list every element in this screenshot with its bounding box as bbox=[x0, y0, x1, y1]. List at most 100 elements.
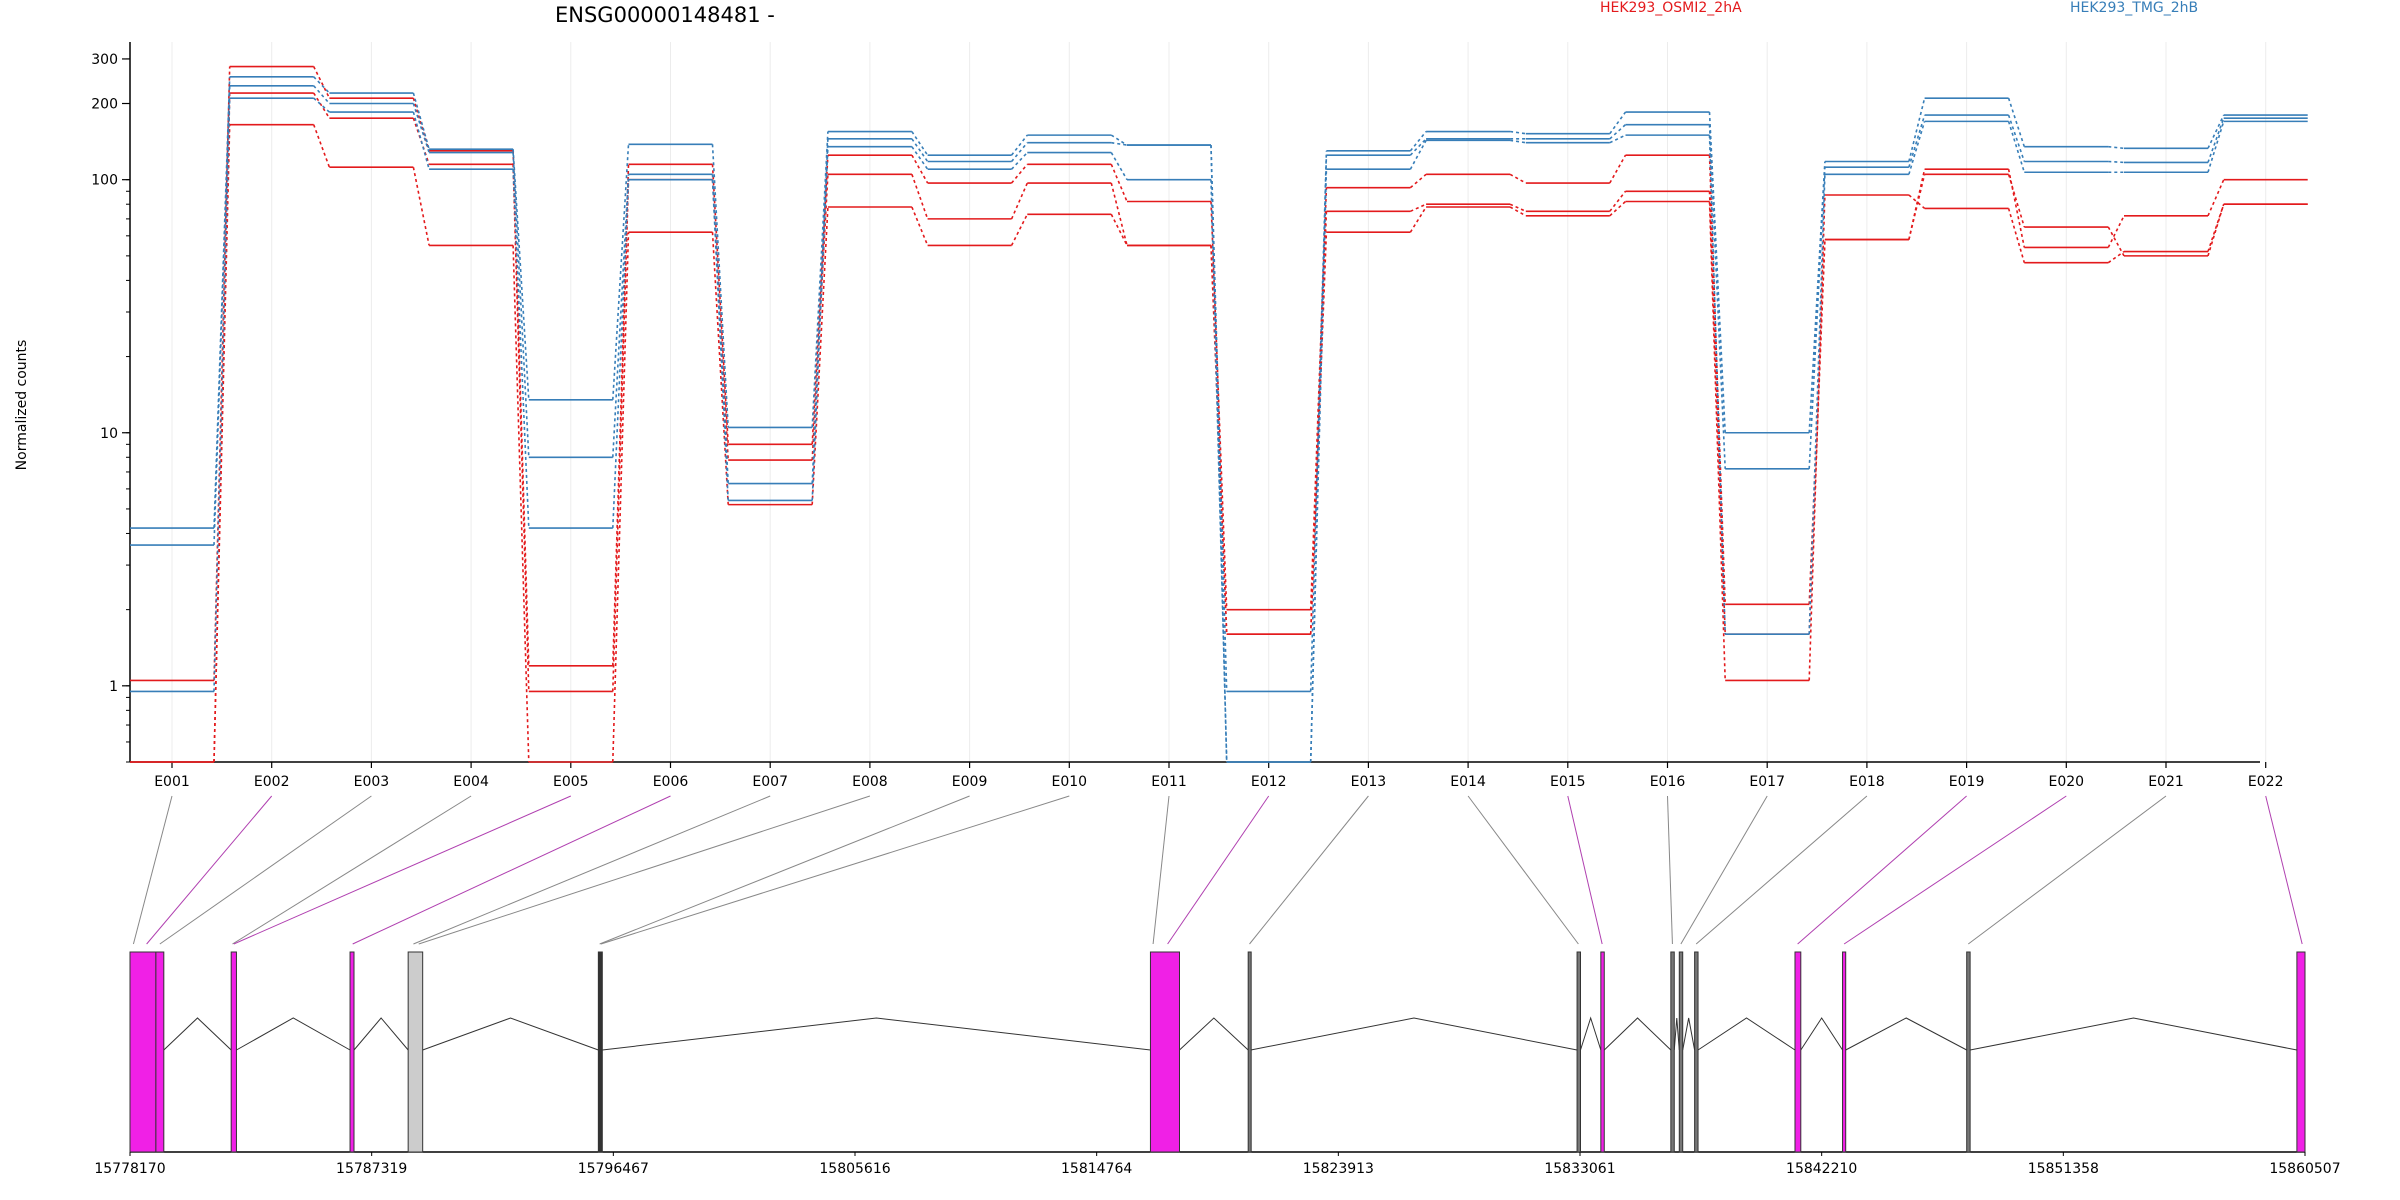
x-tick-label-e012: E012 bbox=[1251, 774, 1287, 790]
exon-link-line bbox=[1667, 795, 1673, 945]
series-connector bbox=[2108, 145, 2125, 150]
y-tick-label: 10 bbox=[100, 426, 118, 442]
series-connector bbox=[2207, 203, 2225, 257]
x-tick-label-e004: E004 bbox=[453, 774, 489, 790]
series-connector bbox=[1609, 200, 1627, 217]
series-connector bbox=[1010, 142, 1028, 163]
series-connector bbox=[1409, 138, 1427, 156]
series-connector bbox=[1409, 173, 1427, 189]
series-connector bbox=[711, 174, 729, 484]
gene-model: 15778170 15787319 15796467 15805616 15814764… bbox=[94, 951, 2341, 1177]
series-connector bbox=[2207, 117, 2225, 163]
genome-coordinate-label: 15851358 bbox=[2028, 1161, 2099, 1177]
intron-line bbox=[1603, 1017, 1672, 1051]
series-connector bbox=[2107, 250, 2125, 264]
series-connector bbox=[1110, 182, 1128, 246]
x-tick-label-e022: E022 bbox=[2248, 774, 2284, 790]
series-connector bbox=[1010, 182, 1029, 220]
exon-box bbox=[1149, 951, 1181, 1153]
series-connector bbox=[811, 155, 829, 445]
exon-link-line bbox=[1167, 795, 1270, 945]
series-connector bbox=[412, 167, 430, 246]
series-connector bbox=[612, 179, 630, 692]
intron-line bbox=[353, 1017, 409, 1051]
intron-line bbox=[422, 1017, 599, 1051]
genome-coordinate-label: 15833061 bbox=[1544, 1161, 1615, 1177]
intron-line bbox=[163, 1017, 232, 1051]
intron-line bbox=[1250, 1017, 1578, 1051]
series-connector bbox=[2007, 121, 2026, 173]
y-tick-label: 300 bbox=[91, 52, 118, 68]
x-tick-label-e020: E020 bbox=[2049, 774, 2085, 790]
exon-link-line bbox=[1249, 795, 1369, 945]
series-connector bbox=[1110, 164, 1128, 202]
series-connector bbox=[1708, 155, 1726, 605]
exon-box bbox=[1794, 951, 1802, 1153]
series-connector bbox=[1110, 213, 1128, 246]
series-connector bbox=[1309, 232, 1328, 635]
series-connector bbox=[1309, 187, 1328, 610]
x-tick-label-e013: E013 bbox=[1351, 774, 1387, 790]
series-connector bbox=[512, 150, 530, 666]
exon-link-line bbox=[418, 795, 871, 945]
genome-coordinate-label: 15842210 bbox=[1786, 1161, 1857, 1177]
series-connector bbox=[2207, 121, 2225, 173]
series-connector bbox=[1509, 139, 1526, 144]
x-tick-label-e014: E014 bbox=[1450, 774, 1486, 790]
y-tick-label: 100 bbox=[91, 173, 118, 189]
exon-link-line bbox=[146, 795, 273, 945]
x-tick-label-e017: E017 bbox=[1749, 774, 1785, 790]
series-connector bbox=[1509, 203, 1527, 213]
series-connector bbox=[911, 174, 929, 220]
series-connector bbox=[1609, 111, 1627, 135]
series-connector bbox=[2207, 203, 2225, 252]
exon-link-line bbox=[1843, 795, 2067, 945]
series-connector bbox=[711, 144, 729, 428]
x-tick-label-e002: E002 bbox=[254, 774, 290, 790]
series-connector bbox=[1409, 131, 1427, 152]
series-connector bbox=[512, 164, 530, 692]
series-connector bbox=[1708, 135, 1726, 635]
grid bbox=[171, 42, 2267, 762]
series-connector bbox=[1210, 145, 1228, 763]
exon-box bbox=[597, 951, 603, 1153]
series-connector bbox=[1309, 169, 1328, 763]
series-connector bbox=[313, 92, 331, 119]
series-connector bbox=[1509, 173, 1527, 184]
series-connector bbox=[313, 85, 330, 105]
series-connector bbox=[1609, 134, 1626, 144]
series-connector bbox=[1908, 121, 1926, 175]
series-connector bbox=[1210, 179, 1228, 763]
x-tick-label-e018: E018 bbox=[1849, 774, 1885, 790]
genome-coordinate-label: 15860507 bbox=[2269, 1161, 2340, 1177]
exon-box bbox=[349, 951, 355, 1153]
series-connector bbox=[1509, 130, 1526, 135]
series-connector bbox=[2207, 114, 2225, 149]
series-connector bbox=[1410, 203, 1427, 213]
exon-link-line bbox=[132, 795, 173, 945]
series-connector bbox=[711, 179, 729, 501]
intron-line bbox=[1673, 1017, 1680, 1051]
genome-coordinate-label: 15796467 bbox=[578, 1161, 649, 1177]
series-connector bbox=[911, 206, 929, 246]
exon-link-line bbox=[1680, 795, 1768, 945]
series-connector bbox=[412, 111, 430, 170]
x-tick-label-e008: E008 bbox=[852, 774, 888, 790]
series-connector bbox=[312, 66, 331, 99]
exon-link-line bbox=[1567, 795, 1603, 945]
exon-link-line bbox=[413, 795, 771, 945]
exon-link-line bbox=[1695, 795, 1868, 945]
x-tick-label-e019: E019 bbox=[1949, 774, 1985, 790]
exon-box bbox=[1678, 951, 1684, 1153]
exon-link-line bbox=[1467, 795, 1579, 945]
chart-title: ENSG00000148481 - bbox=[555, 3, 775, 27]
series-4 bbox=[130, 84, 2308, 763]
y-axis-label: Normalized counts bbox=[14, 340, 30, 471]
x-tick-label-e006: E006 bbox=[653, 774, 689, 790]
genome-coordinate-label: 15814764 bbox=[1061, 1161, 1132, 1177]
series-connector bbox=[312, 124, 331, 168]
exon-box bbox=[1247, 951, 1252, 1153]
series-connector bbox=[911, 146, 929, 170]
x-tick-label-e016: E016 bbox=[1650, 774, 1686, 790]
series-connector bbox=[911, 154, 929, 184]
